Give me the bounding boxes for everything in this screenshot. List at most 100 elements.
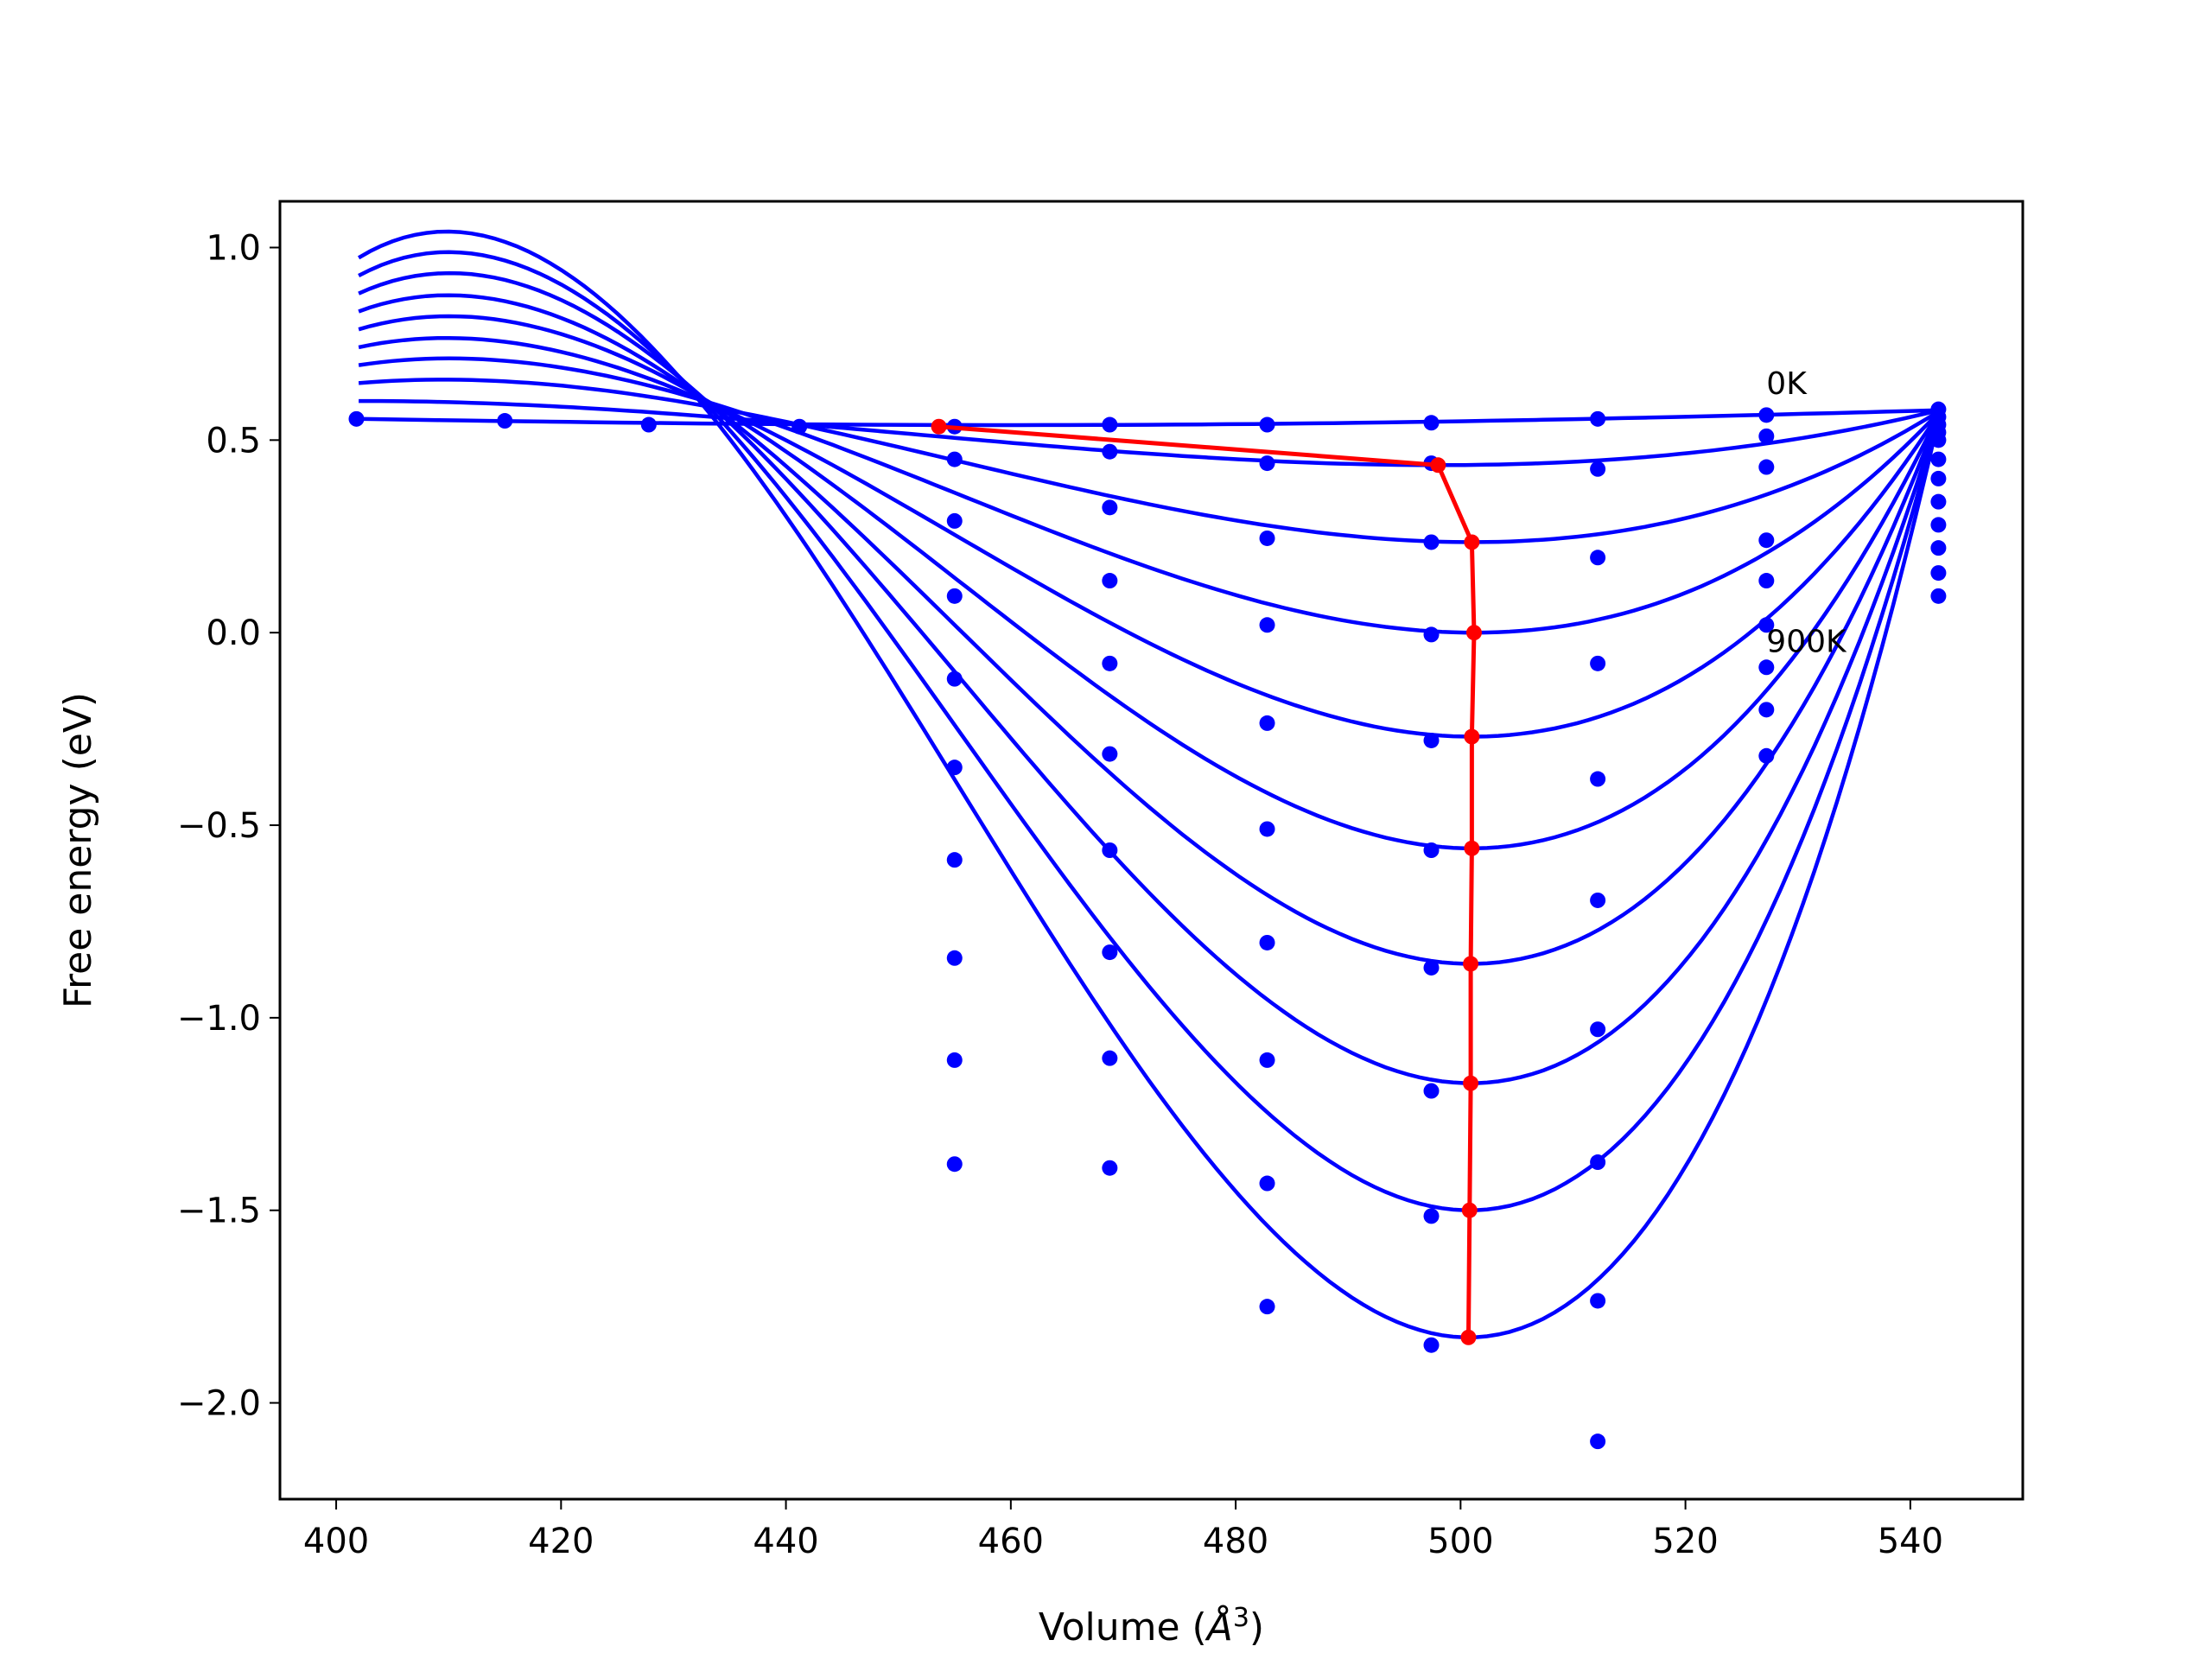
point-900K-7 [1423, 1337, 1440, 1353]
point-0K-7 [1423, 415, 1440, 431]
point-700K-10 [1930, 493, 1947, 510]
point-300K-6 [1259, 617, 1275, 633]
point-700K-7 [1423, 1083, 1440, 1099]
point-0K-5 [1102, 416, 1118, 433]
point-500K-8 [1590, 892, 1606, 908]
point-700K-6 [1259, 1052, 1275, 1068]
point-0K-8 [1590, 410, 1606, 427]
y-tick-label-1: 0.5 [206, 421, 261, 461]
curve-700K [358, 270, 1941, 1085]
y-tick-label-0: 1.0 [206, 228, 261, 268]
x-tick-label-420: 420 [528, 1522, 594, 1561]
x-axis-ticks: 400 420 440 460 480 500 520 540 [303, 1499, 1943, 1561]
point-extra-1 [1930, 588, 1947, 604]
point-400K-8 [1590, 771, 1606, 787]
point-200K-4 [946, 512, 963, 529]
curve-300K [358, 356, 1941, 635]
point-600K-10 [1930, 470, 1947, 486]
curve-600K [358, 293, 1941, 966]
min-point-3 [1465, 625, 1482, 641]
point-0K-0 [348, 410, 365, 427]
min-point-6 [1463, 956, 1479, 972]
min-point-0 [931, 418, 947, 435]
point-700K-9 [1758, 702, 1775, 718]
annotation-0K: 0K [1766, 366, 1808, 402]
point-500K-7 [1423, 842, 1440, 858]
min-point-5 [1464, 840, 1480, 856]
point-0K-1 [497, 413, 513, 429]
point-0K-3 [791, 418, 808, 435]
point-800K-9 [1758, 747, 1775, 764]
x-tick-label-540: 540 [1878, 1522, 1943, 1561]
point-0K-6 [1259, 416, 1275, 433]
y-tick-label-2: 0.0 [206, 613, 261, 653]
min-point-9 [1460, 1329, 1477, 1345]
curve-400K [358, 335, 1941, 739]
point-300K-5 [1102, 573, 1118, 589]
point-600K-7 [1423, 959, 1440, 976]
minimum-path [931, 418, 1482, 1345]
curve-200K [358, 378, 1940, 544]
y-axis-ticks: 1.0 0.5 0.0 −0.5 −1.0 −1.5 −2.0 [177, 228, 280, 1424]
min-point-1 [1430, 457, 1446, 474]
point-100K-9 [1758, 428, 1775, 444]
y-tick-label-5: −1.5 [177, 1192, 261, 1231]
point-200K-8 [1590, 550, 1606, 566]
point-500K-5 [1102, 746, 1118, 762]
point-100K-8 [1590, 461, 1606, 477]
point-600K-9 [1758, 659, 1775, 676]
point-700K-8 [1590, 1154, 1606, 1171]
point-200K-6 [1259, 530, 1275, 546]
min-path-line [938, 424, 1477, 1338]
y-tick-label-6: −2.0 [177, 1384, 261, 1424]
point-100K-6 [1259, 455, 1275, 472]
point-400K-4 [946, 671, 963, 687]
point-200K-9 [1758, 459, 1775, 475]
curve-0K [359, 408, 1939, 428]
y-tick-label-4: −1.0 [177, 999, 261, 1039]
point-200K-5 [1102, 499, 1118, 516]
x-tick-label-480: 480 [1203, 1522, 1268, 1561]
point-300K-7 [1423, 626, 1440, 643]
curve-800K [358, 250, 1941, 1212]
point-400K-7 [1423, 732, 1440, 748]
point-600K-8 [1590, 1021, 1606, 1038]
x-tick-label-440: 440 [753, 1522, 818, 1561]
point-400K-9 [1758, 573, 1775, 589]
point-300K-9 [1758, 532, 1775, 549]
point-500K-6 [1259, 821, 1275, 837]
point-500K-4 [946, 760, 963, 776]
annotation-900K: 900K [1766, 624, 1847, 659]
point-400K-6 [1259, 715, 1275, 731]
point-0K-9 [1758, 407, 1775, 423]
point-500K-10 [1930, 451, 1947, 467]
point-700K-4 [946, 950, 963, 966]
point-900K-5 [1102, 1160, 1118, 1176]
point-300K-4 [946, 588, 963, 604]
plot-frame [278, 200, 2024, 1501]
point-0K-2 [640, 416, 657, 433]
curve-900K [357, 229, 1941, 1340]
point-900K-10 [1930, 540, 1947, 556]
x-axis-label: Volume (Å3) [1039, 1603, 1264, 1649]
point-400K-5 [1102, 655, 1118, 671]
point-400K-10 [1930, 432, 1947, 448]
point-700K-5 [1102, 944, 1118, 961]
point-800K-6 [1259, 1175, 1275, 1192]
point-100K-5 [1102, 443, 1118, 460]
curve-100K [359, 398, 1939, 467]
x-tick-label-400: 400 [303, 1522, 369, 1561]
point-800K-7 [1423, 1208, 1440, 1224]
point-900K-4 [946, 1156, 963, 1173]
min-point-8 [1461, 1202, 1478, 1218]
point-800K-5 [1102, 1050, 1118, 1066]
point-500K-9 [1758, 617, 1775, 633]
curve-500K [358, 314, 1941, 850]
point-100K-4 [946, 451, 963, 467]
point-800K-10 [1930, 517, 1947, 533]
x-tick-label-520: 520 [1652, 1522, 1718, 1561]
min-point-7 [1463, 1075, 1479, 1091]
point-900K-6 [1259, 1299, 1275, 1315]
annotations: 0K 900K [1766, 366, 1847, 660]
